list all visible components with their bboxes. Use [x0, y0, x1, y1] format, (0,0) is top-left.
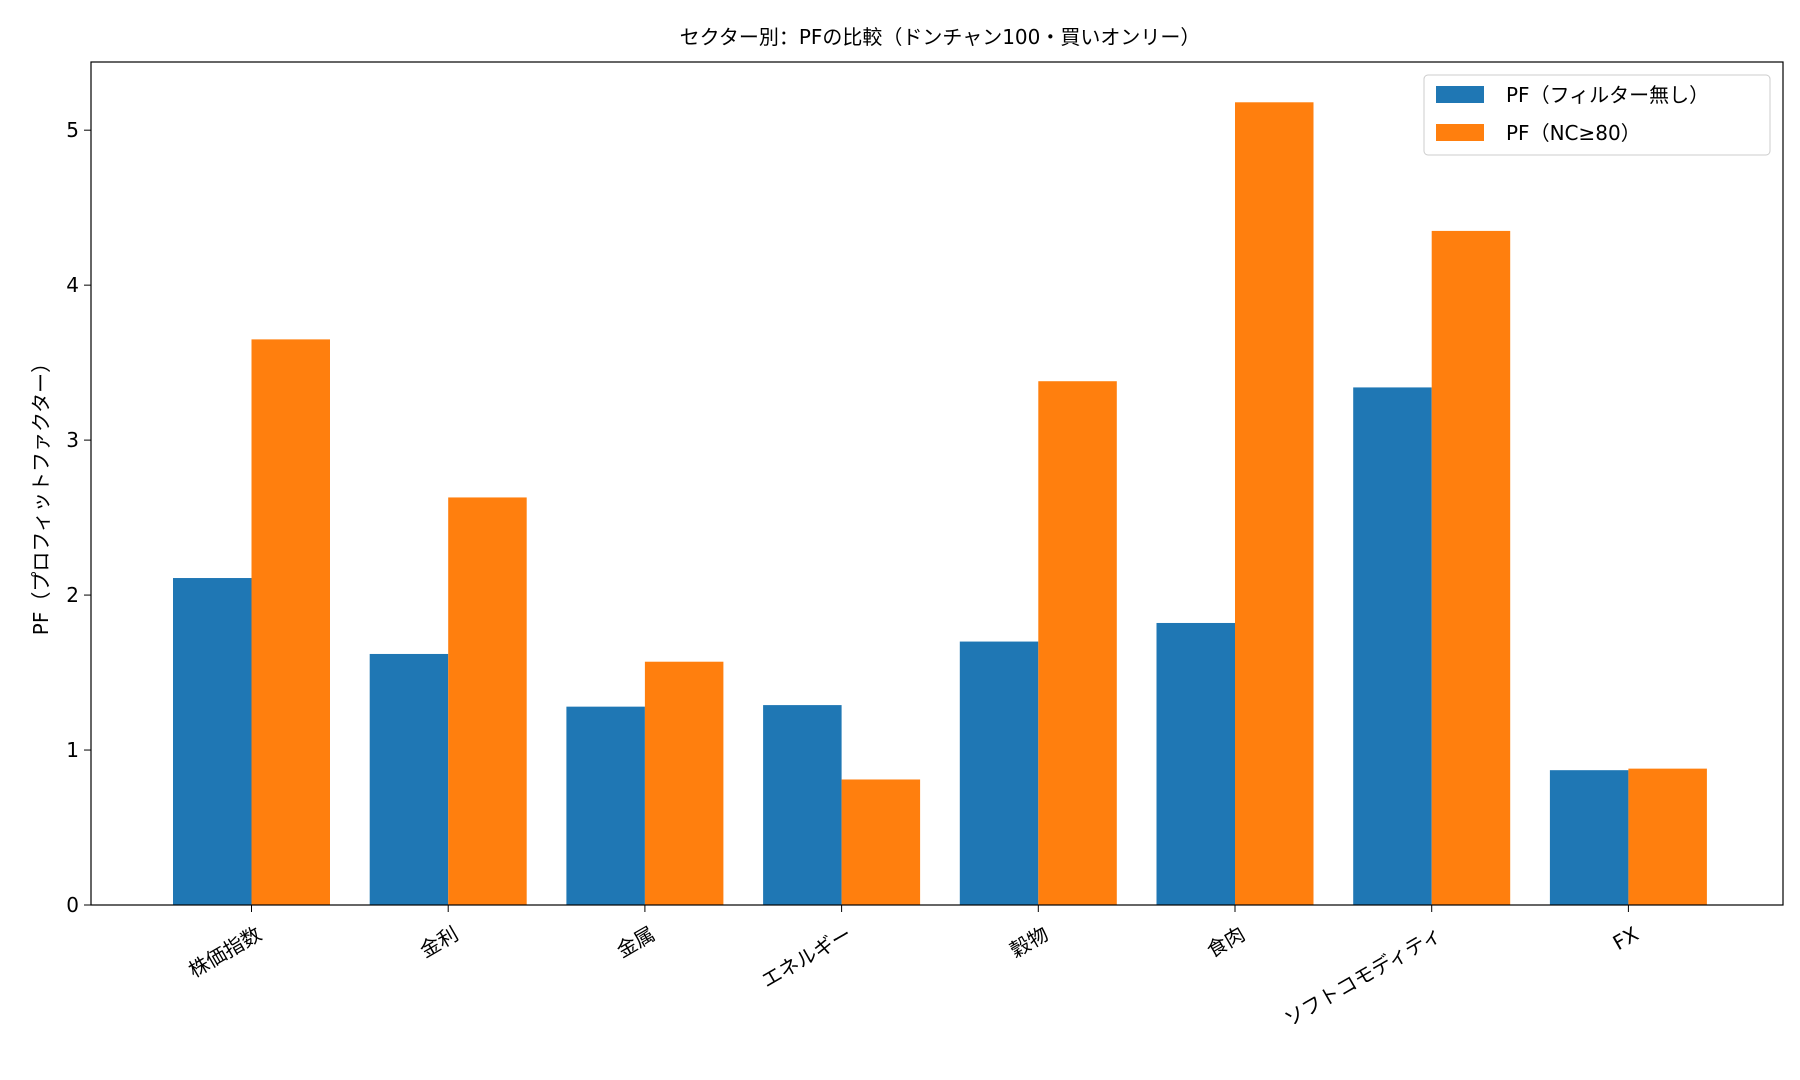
legend-frame [1423, 74, 1771, 156]
legend-swatch-filter-none [1436, 86, 1484, 103]
plot-frame [90, 61, 1784, 906]
legend-label-nc80: PF（NC≥80） [1506, 121, 1641, 145]
y-tick-label-0: 0 [66, 893, 79, 917]
bar-s0-c0 [173, 578, 252, 905]
bar-s1-c4 [1038, 381, 1117, 906]
y-tick-label-5: 5 [66, 118, 79, 142]
bar-s1-c6 [1431, 230, 1511, 905]
y-tick-label-4: 4 [66, 273, 79, 297]
legend-label-filter-none: PF（フィルター無し） [1506, 83, 1709, 107]
y-tick-label-3: 3 [66, 428, 79, 452]
bar-s0-c5 [1156, 622, 1235, 905]
y-tick-label-2: 2 [66, 583, 79, 607]
bar-s1-c3 [841, 779, 921, 905]
y-axis-label: PF（プロフィットファクター） [29, 353, 53, 635]
bar-s1-c7 [1628, 768, 1707, 905]
legend-swatch-nc80 [1436, 124, 1484, 141]
y-tick-label-1: 1 [66, 738, 79, 762]
bar-s1-c2 [644, 661, 724, 905]
bar-s0-c6 [1353, 387, 1432, 905]
bar-s1-c0 [251, 339, 330, 905]
bars-layer [173, 102, 1707, 906]
bar-s1-c1 [448, 497, 527, 905]
bar-s0-c3 [763, 705, 842, 905]
legend: PF（フィルター無し） PF（NC≥80） [1423, 74, 1771, 156]
bar-s0-c4 [959, 641, 1039, 905]
chart-title: セクター別：PFの比較（ドンチャン100・買いオンリー） [680, 25, 1201, 49]
bar-s0-c2 [566, 706, 645, 905]
bar-s0-c1 [369, 653, 449, 905]
bar-s0-c7 [1549, 770, 1629, 905]
bar-s1-c5 [1235, 102, 1314, 906]
